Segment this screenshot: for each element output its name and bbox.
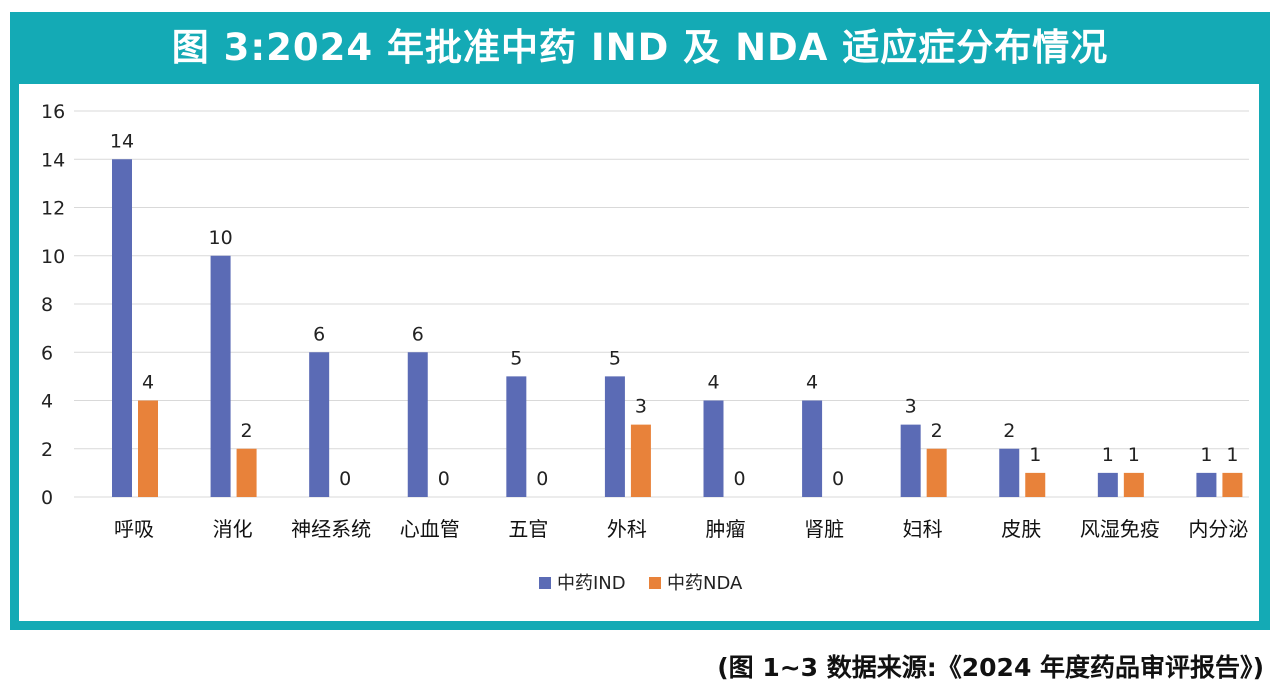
data-label-ind: 4 — [806, 372, 818, 394]
bar-nda — [630, 424, 651, 497]
source-suffix: ) — [1252, 653, 1264, 682]
data-label-nda: 1 — [1128, 444, 1140, 466]
data-label-ind: 1 — [1102, 444, 1114, 466]
y-tick-label: 8 — [41, 294, 53, 316]
x-tick-label: 皮肤 — [1001, 517, 1041, 541]
bar-ind — [506, 376, 527, 497]
data-label-ind: 5 — [609, 347, 621, 369]
x-tick-label: 妇科 — [903, 517, 943, 541]
bar-ind — [999, 448, 1020, 497]
x-tick-label: 神经系统 — [291, 517, 371, 541]
data-label-nda: 0 — [536, 468, 548, 490]
data-label-nda: 3 — [635, 396, 647, 418]
bar-ind — [802, 400, 823, 497]
y-tick-label: 12 — [41, 198, 65, 220]
bar-nda — [1222, 472, 1243, 497]
chart-panel: 0 2 4 6 8 10 12 14 16 14 4 呼吸 10 2 消化 6 0 神经系统 6 0 心血管 5 0 五官 5 3… — [19, 84, 1259, 621]
data-label-ind: 4 — [707, 372, 719, 394]
bar-ind — [703, 400, 724, 497]
x-tick-label: 消化 — [213, 517, 253, 541]
bar-ind — [407, 352, 428, 497]
x-tick-label: 五官 — [508, 517, 548, 541]
data-label-nda: 0 — [733, 468, 745, 490]
bar-nda — [926, 448, 947, 497]
data-label-ind: 14 — [110, 130, 134, 152]
source-report: 《2024 年度药品审评报告》 — [936, 653, 1253, 682]
legend-label: 中药IND — [557, 573, 626, 594]
bar-chart: 0246810121416144呼吸102消化60神经系统60心血管50五官53… — [41, 101, 1249, 594]
bar-ind — [210, 255, 231, 497]
data-label-ind: 2 — [1003, 420, 1015, 442]
x-tick-label: 呼吸 — [114, 517, 154, 541]
data-source-note: (图 1~3 数据来源:《2024 年度药品审评报告》) — [717, 648, 1264, 684]
bar-ind — [604, 376, 625, 497]
bar-nda — [1123, 472, 1144, 497]
y-tick-label: 2 — [41, 439, 53, 461]
data-label-ind: 6 — [412, 323, 424, 345]
x-tick-label: 外科 — [607, 517, 647, 541]
data-label-ind: 10 — [208, 227, 232, 249]
y-tick-label: 0 — [41, 487, 53, 509]
bar-ind — [309, 352, 330, 497]
data-label-nda: 2 — [241, 420, 253, 442]
data-label-nda: 0 — [438, 468, 450, 490]
data-label-ind: 3 — [905, 396, 917, 418]
legend-swatch — [539, 577, 551, 589]
bar-nda — [138, 400, 158, 497]
y-tick-label: 4 — [41, 391, 53, 413]
y-tick-label: 14 — [41, 149, 65, 171]
bar-nda — [236, 448, 257, 497]
x-tick-label: 内分泌 — [1188, 517, 1248, 541]
data-label-ind: 1 — [1200, 444, 1212, 466]
bar-ind — [1196, 472, 1217, 497]
bar-ind — [112, 159, 132, 497]
bar-nda — [1025, 472, 1046, 497]
legend-label: 中药NDA — [667, 573, 743, 594]
x-tick-label: 风湿免疫 — [1080, 517, 1160, 541]
x-tick-label: 心血管 — [400, 517, 460, 541]
y-tick-label: 6 — [41, 342, 53, 364]
chart-title: 图 3:2024 年批准中药 IND 及 NDA 适应症分布情况 — [171, 26, 1109, 69]
data-label-ind: 6 — [313, 323, 325, 345]
y-tick-label: 16 — [41, 101, 65, 123]
data-label-nda: 2 — [931, 420, 943, 442]
y-tick-label: 10 — [41, 246, 65, 268]
data-label-nda: 0 — [832, 468, 844, 490]
bar-ind — [1097, 472, 1118, 497]
data-label-nda: 1 — [1226, 444, 1238, 466]
data-label-ind: 5 — [510, 347, 522, 369]
x-tick-label: 肾脏 — [804, 517, 844, 541]
chart-frame: 图 3:2024 年批准中药 IND 及 NDA 适应症分布情况 0 2 4 6 8 10… — [10, 12, 1270, 630]
bar-ind — [900, 424, 921, 497]
data-label-nda: 4 — [142, 372, 154, 394]
x-tick-label: 肿瘤 — [706, 517, 746, 541]
source-prefix: (图 1~3 数据来源: — [717, 653, 937, 682]
data-label-nda: 0 — [339, 468, 351, 490]
data-label-nda: 1 — [1029, 444, 1041, 466]
legend-swatch — [649, 577, 661, 589]
